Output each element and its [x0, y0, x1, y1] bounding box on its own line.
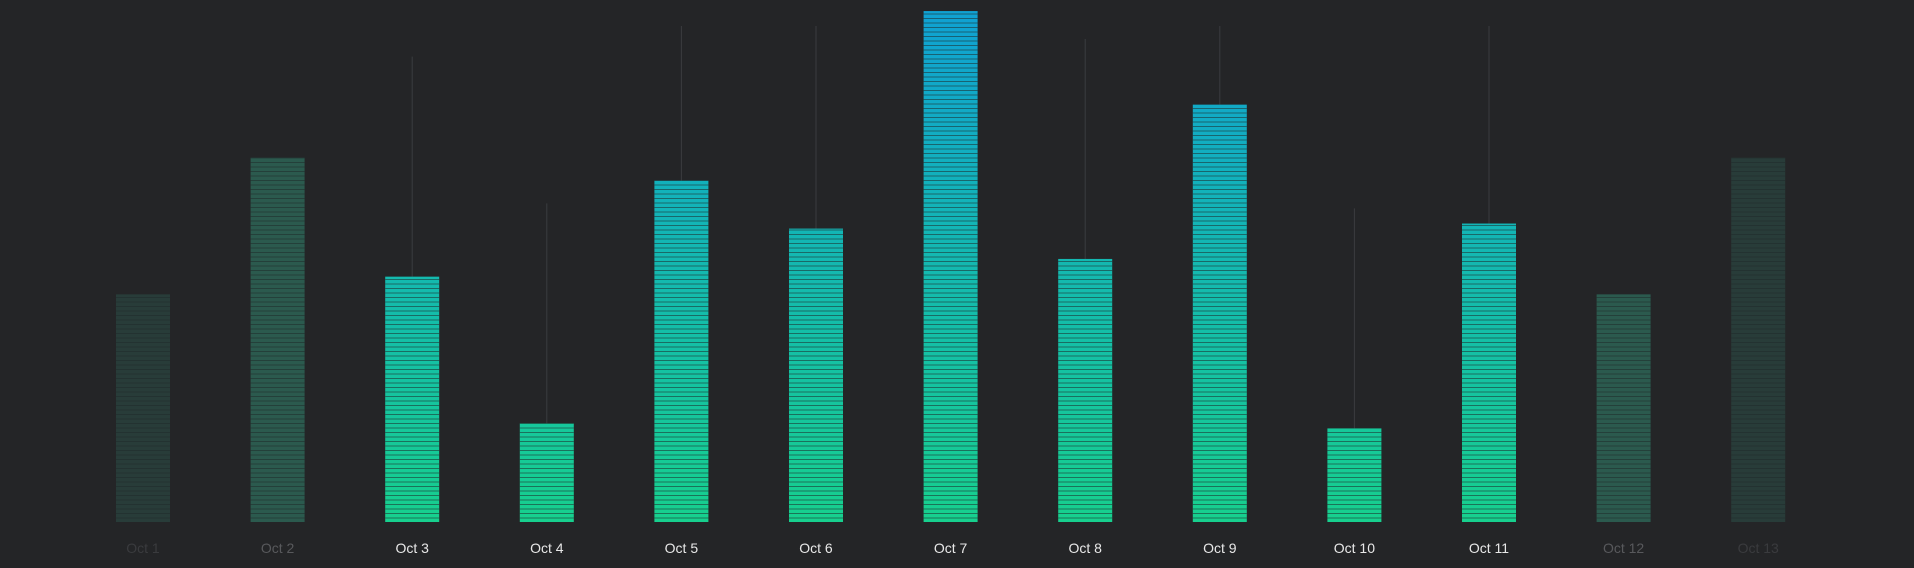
bar-stripes: [1596, 294, 1651, 522]
x-tick-label: Oct 3: [395, 540, 429, 556]
x-tick-label: Oct 8: [1068, 540, 1102, 556]
bar-stripes: [1058, 258, 1113, 522]
x-tick-label: Oct 6: [799, 540, 833, 556]
guide-lines: [411, 11, 1490, 429]
x-tick-label: Oct 11: [1469, 540, 1509, 556]
bar-stripes: [789, 228, 843, 522]
x-tick-label: Oct 13: [1738, 540, 1779, 556]
x-tick-label: Oct 2: [261, 540, 295, 556]
bar-stripes: [519, 423, 574, 522]
bar-stripes: [385, 276, 440, 522]
x-tick-label: Oct 1: [126, 540, 160, 556]
bar-stripes: [1192, 104, 1247, 522]
x-axis-labels: Oct 1 Oct 2 Oct 3 Oct 4 Oct 5 Oct 6 Oct 7 Oct 8…: [126, 540, 1779, 556]
bar-stripes: [923, 11, 978, 522]
x-tick-label: Oct 5: [665, 540, 699, 556]
bar-stripes: [1731, 157, 1786, 522]
bar-stripes: [1327, 428, 1382, 522]
bar-stripes: [654, 180, 709, 522]
x-tick-label: Oct 7: [934, 540, 968, 556]
bar-stripes: [1462, 223, 1516, 522]
bars: [116, 11, 1786, 522]
bar-stripes: [116, 294, 170, 522]
bar-stripes: [250, 157, 305, 522]
x-tick-label: Oct 9: [1203, 540, 1237, 556]
x-tick-label: Oct 10: [1334, 540, 1375, 556]
x-tick-label: Oct 4: [530, 540, 564, 556]
x-tick-label: Oct 12: [1603, 540, 1644, 556]
